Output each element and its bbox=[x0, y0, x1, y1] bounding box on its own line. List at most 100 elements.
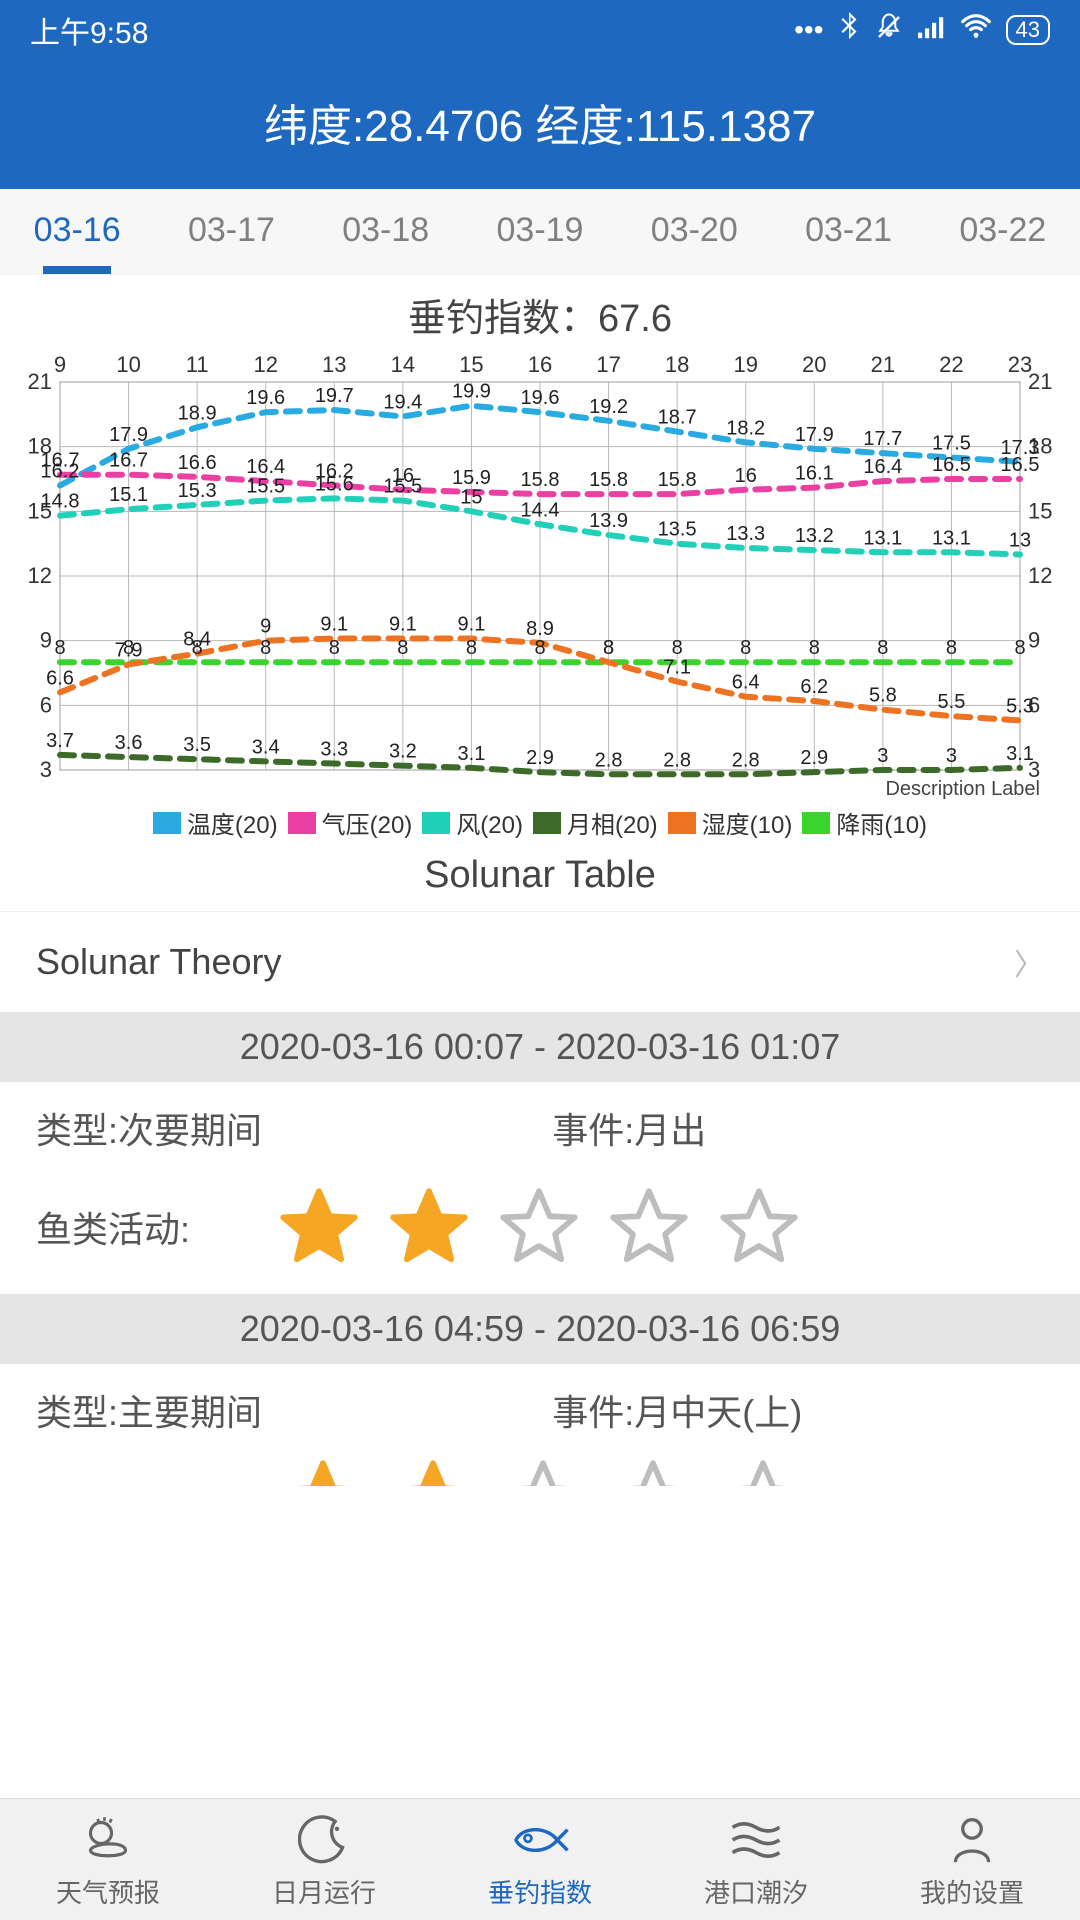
svg-text:15.8: 15.8 bbox=[589, 469, 628, 491]
battery-icon: 43 bbox=[1006, 15, 1050, 45]
chart-legend: 温度(20)气压(20)风(20)月相(20)湿度(10)降雨(10) bbox=[0, 801, 1080, 844]
svg-text:13.1: 13.1 bbox=[863, 527, 902, 549]
star-rating bbox=[276, 1184, 802, 1270]
svg-text:13.5: 13.5 bbox=[658, 519, 697, 541]
date-tab-03-19[interactable]: 03-19 bbox=[463, 189, 617, 274]
svg-text:12: 12 bbox=[253, 352, 277, 377]
svg-text:19.6: 19.6 bbox=[521, 387, 560, 409]
nav-item-2[interactable]: 垂钓指数 bbox=[432, 1813, 648, 1910]
date-tab-03-17[interactable]: 03-17 bbox=[154, 189, 308, 274]
nav-icon bbox=[864, 1813, 1080, 1867]
mute-icon bbox=[874, 12, 904, 49]
header: 纬度:28.4706 经度:115.1387 bbox=[0, 60, 1080, 189]
svg-text:7.9: 7.9 bbox=[115, 639, 143, 661]
svg-text:9: 9 bbox=[54, 352, 66, 377]
svg-text:3: 3 bbox=[946, 745, 957, 767]
svg-text:15.5: 15.5 bbox=[246, 476, 285, 498]
date-tab-03-16[interactable]: 03-16 bbox=[0, 189, 154, 274]
svg-text:18.7: 18.7 bbox=[658, 407, 697, 429]
svg-text:2.8: 2.8 bbox=[663, 749, 691, 771]
svg-text:15.6: 15.6 bbox=[315, 473, 354, 495]
svg-text:18.2: 18.2 bbox=[726, 417, 765, 439]
legend-description: Description Label bbox=[0, 778, 1080, 801]
page-title: 纬度:28.4706 经度:115.1387 bbox=[264, 102, 816, 151]
solunar-table-title: Solunar Table bbox=[0, 844, 1080, 911]
signal-icon bbox=[918, 14, 946, 47]
svg-text:8: 8 bbox=[809, 637, 820, 659]
svg-text:8: 8 bbox=[740, 637, 751, 659]
svg-text:2.8: 2.8 bbox=[732, 749, 760, 771]
svg-text:6.6: 6.6 bbox=[46, 667, 74, 689]
svg-text:8: 8 bbox=[534, 637, 545, 659]
svg-text:21: 21 bbox=[1028, 369, 1052, 394]
nav-item-1[interactable]: 日月运行 bbox=[216, 1813, 432, 1910]
svg-text:6: 6 bbox=[40, 692, 52, 717]
svg-text:8: 8 bbox=[329, 637, 340, 659]
svg-text:13.1: 13.1 bbox=[932, 527, 971, 549]
nav-label: 港口潮汐 bbox=[648, 1873, 864, 1910]
svg-text:15: 15 bbox=[1028, 498, 1052, 523]
svg-text:9.1: 9.1 bbox=[458, 614, 486, 636]
svg-text:15.3: 15.3 bbox=[178, 480, 217, 502]
svg-text:21: 21 bbox=[28, 369, 52, 394]
date-tab-03-21[interactable]: 03-21 bbox=[771, 189, 925, 274]
status-icons: ••• 43 bbox=[794, 12, 1050, 49]
svg-text:13.9: 13.9 bbox=[589, 510, 628, 532]
svg-text:3.5: 3.5 bbox=[183, 734, 211, 756]
nav-label: 天气预报 bbox=[0, 1873, 216, 1910]
svg-text:21: 21 bbox=[871, 352, 895, 377]
date-tab-03-20[interactable]: 03-20 bbox=[617, 189, 771, 274]
svg-text:16.7: 16.7 bbox=[41, 450, 80, 472]
svg-text:22: 22 bbox=[939, 352, 963, 377]
svg-text:14: 14 bbox=[391, 352, 415, 377]
svg-text:16.5: 16.5 bbox=[1001, 454, 1040, 476]
svg-text:8.4: 8.4 bbox=[183, 629, 211, 651]
svg-text:9: 9 bbox=[1028, 628, 1040, 653]
svg-text:15.5: 15.5 bbox=[383, 476, 422, 498]
solunar-theory-row[interactable]: Solunar Theory 〉 bbox=[0, 911, 1080, 1012]
svg-text:15: 15 bbox=[459, 352, 483, 377]
star-rating-peek bbox=[0, 1456, 1080, 1486]
svg-text:8.9: 8.9 bbox=[526, 618, 554, 640]
svg-text:3: 3 bbox=[40, 757, 52, 778]
svg-text:17.9: 17.9 bbox=[109, 424, 148, 446]
svg-text:17.5: 17.5 bbox=[932, 432, 971, 454]
svg-text:3.1: 3.1 bbox=[1006, 743, 1034, 765]
svg-text:5.8: 5.8 bbox=[869, 685, 897, 707]
svg-text:19.7: 19.7 bbox=[315, 385, 354, 407]
bottom-nav: 天气预报日月运行垂钓指数港口潮汐我的设置 bbox=[0, 1798, 1080, 1920]
nav-label: 垂钓指数 bbox=[432, 1873, 648, 1910]
wifi-icon bbox=[960, 14, 992, 47]
nav-label: 我的设置 bbox=[864, 1873, 1080, 1910]
svg-text:19.9: 19.9 bbox=[452, 381, 491, 403]
svg-text:16.7: 16.7 bbox=[109, 450, 148, 472]
nav-item-3[interactable]: 港口潮汐 bbox=[648, 1813, 864, 1910]
svg-text:2.9: 2.9 bbox=[526, 747, 554, 769]
legend-item: 气压(20) bbox=[288, 805, 413, 840]
chart-container: 9101112131415161718192021222333669912121… bbox=[0, 348, 1080, 778]
svg-text:3.4: 3.4 bbox=[252, 736, 280, 758]
date-tab-03-18[interactable]: 03-18 bbox=[309, 189, 463, 274]
nav-icon bbox=[432, 1813, 648, 1867]
svg-text:15.8: 15.8 bbox=[521, 469, 560, 491]
svg-text:17.9: 17.9 bbox=[795, 424, 834, 446]
svg-text:15.1: 15.1 bbox=[109, 484, 148, 506]
svg-text:3.7: 3.7 bbox=[46, 730, 74, 752]
nav-icon bbox=[0, 1813, 216, 1867]
svg-text:20: 20 bbox=[802, 352, 826, 377]
svg-text:13.2: 13.2 bbox=[795, 525, 834, 547]
svg-text:2.8: 2.8 bbox=[595, 749, 623, 771]
svg-text:16.1: 16.1 bbox=[795, 463, 834, 485]
svg-text:16: 16 bbox=[528, 352, 552, 377]
date-tab-03-22[interactable]: 03-22 bbox=[926, 189, 1080, 274]
svg-text:3.6: 3.6 bbox=[115, 732, 143, 754]
date-tabs: 03-1603-1703-1803-1903-2003-2103-22 bbox=[0, 189, 1080, 275]
svg-text:17: 17 bbox=[596, 352, 620, 377]
nav-item-4[interactable]: 我的设置 bbox=[864, 1813, 1080, 1910]
nav-item-0[interactable]: 天气预报 bbox=[0, 1813, 216, 1910]
svg-text:15.8: 15.8 bbox=[658, 469, 697, 491]
status-time: 上午9:58 bbox=[30, 8, 148, 52]
svg-text:16.4: 16.4 bbox=[863, 456, 902, 478]
legend-item: 风(20) bbox=[422, 805, 523, 840]
period-time: 2020-03-16 04:59 - 2020-03-16 06:59 bbox=[0, 1294, 1080, 1364]
